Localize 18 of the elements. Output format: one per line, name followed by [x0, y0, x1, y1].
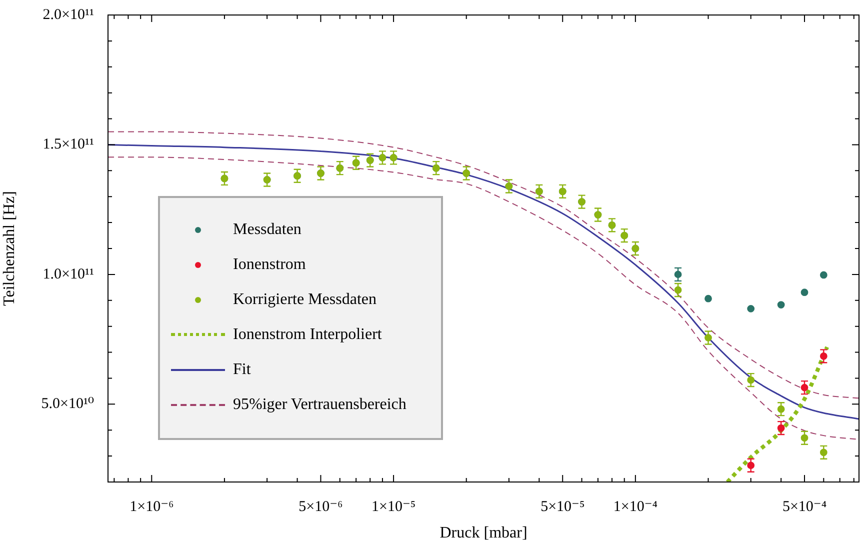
y-tick-label: 2.0×10¹¹ [42, 6, 94, 23]
x-tick-label: 5×10⁻⁶ [298, 498, 343, 515]
legend-label: Messdaten [233, 220, 302, 238]
legend-label: Ionenstrom Interpoliert [233, 326, 382, 344]
legend-label: Korrigierte Messdaten [233, 290, 377, 308]
x-tick-label: 1×10⁻⁴ [613, 498, 658, 515]
y-tick-label: 1.0×10¹¹ [42, 266, 94, 282]
y-tick-label: 1.5×10¹¹ [42, 136, 94, 153]
legend-label: 95%iger Vertrauensbereich [233, 396, 406, 414]
x-tick-label: 5×10⁻⁴ [782, 498, 827, 515]
x-tick-label: 5×10⁻⁵ [540, 498, 585, 515]
legend-label: Ionenstrom [233, 256, 306, 274]
legend-label: Fit [233, 360, 251, 378]
x-axis-title: Druck [mbar] [440, 524, 528, 542]
x-tick-label: 1×10⁻⁶ [130, 498, 174, 515]
y-tick-label: 5.0×10¹⁰ [41, 396, 94, 412]
x-tick-label: 1×10⁻⁵ [371, 498, 416, 515]
y-axis-title: Teilchenzahl [Hz] [0, 191, 18, 306]
